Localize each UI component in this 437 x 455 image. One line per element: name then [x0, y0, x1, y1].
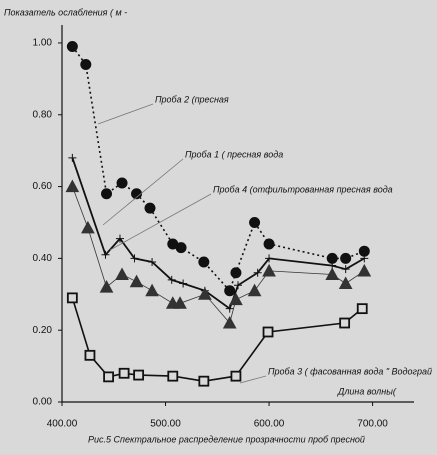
marker: [198, 375, 210, 387]
marker: [229, 292, 243, 306]
marker: [167, 370, 179, 382]
x-tick-label: 500.00: [150, 419, 181, 430]
marker: [340, 252, 352, 264]
marker: [253, 268, 262, 277]
marker: [66, 292, 78, 304]
marker: [234, 281, 242, 290]
y-tick-label: 0.60: [33, 181, 53, 192]
series-line: [71, 46, 365, 293]
x-tick-label: 700.00: [357, 419, 388, 430]
marker: [99, 280, 114, 293]
marker: [116, 177, 128, 189]
series-label: Проба 2 (пресная: [155, 94, 229, 104]
leader-line: [97, 103, 154, 125]
marker: [338, 276, 353, 290]
marker: [144, 202, 156, 214]
marker: [173, 296, 187, 309]
marker: [118, 367, 130, 379]
marker: [130, 254, 139, 263]
marker: [175, 242, 187, 254]
marker: [198, 256, 210, 268]
y-axis-label: Показатель ослабления ( м -: [4, 7, 127, 17]
marker: [65, 179, 80, 193]
marker: [179, 279, 188, 288]
marker: [249, 216, 261, 228]
marker: [103, 371, 114, 383]
leader-line: [109, 193, 212, 251]
marker: [356, 303, 368, 315]
marker: [80, 58, 92, 70]
marker: [262, 263, 276, 277]
marker: [145, 283, 159, 297]
marker: [262, 326, 274, 338]
marker: [357, 263, 372, 277]
marker: [115, 234, 124, 243]
leader-line: [239, 375, 267, 384]
marker: [115, 267, 129, 281]
x-tick-label: 600.00: [254, 419, 285, 430]
marker: [247, 283, 262, 297]
y-tick-label: 1.00: [33, 38, 53, 49]
series-label: Проба 1 ( пресная вода: [185, 149, 283, 159]
marker: [133, 369, 145, 381]
marker: [230, 267, 242, 279]
marker: [360, 254, 369, 263]
marker: [341, 265, 350, 274]
marker: [224, 285, 236, 297]
marker: [131, 188, 143, 200]
caption: Рис.5 Спектральное распределение прозрач…: [88, 434, 365, 444]
y-tick-label: 0.00: [33, 397, 53, 408]
marker: [66, 41, 78, 53]
marker: [101, 250, 110, 259]
series-line: [72, 186, 365, 324]
marker: [339, 317, 351, 329]
marker: [263, 238, 275, 250]
marker: [265, 254, 274, 263]
x-axis-label: Длина волны(: [337, 386, 397, 396]
marker: [225, 304, 234, 313]
y-tick-label: 0.80: [33, 109, 53, 120]
x-tick-label: 400.00: [47, 419, 78, 430]
marker: [198, 287, 212, 300]
marker: [129, 274, 144, 288]
series-label: Проба 3 ( фасованная вода " Водограй: [268, 366, 432, 376]
y-tick-label: 0.40: [33, 253, 53, 264]
marker: [222, 315, 237, 329]
y-tick-label: 0.20: [33, 325, 53, 336]
marker: [101, 188, 113, 200]
series-label: Проба 4 (отфильтрованная пресная вода: [213, 184, 393, 194]
marker: [325, 267, 340, 281]
marker: [81, 220, 95, 234]
marker: [167, 275, 176, 284]
leader-line: [102, 158, 184, 226]
marker: [230, 370, 242, 382]
marker: [68, 153, 77, 162]
marker: [84, 349, 96, 361]
marker: [148, 257, 157, 266]
